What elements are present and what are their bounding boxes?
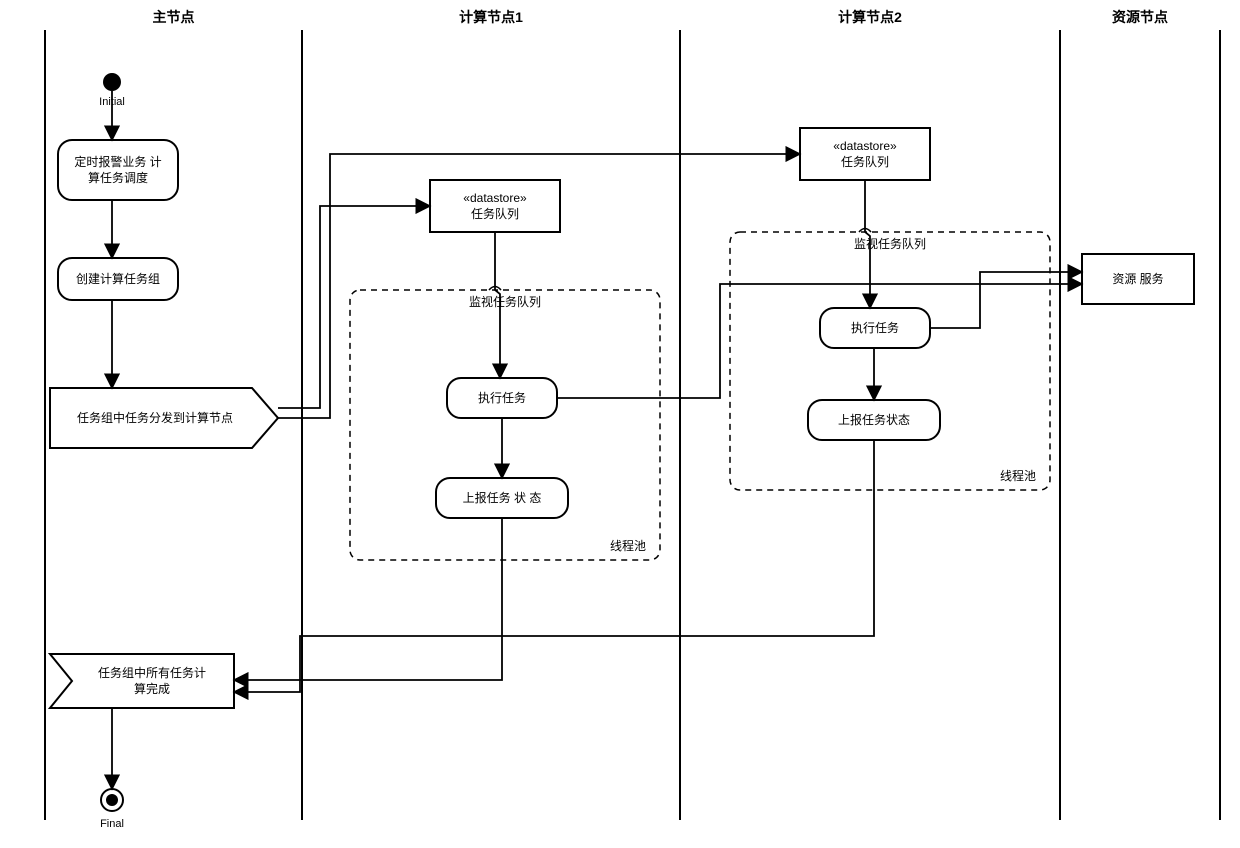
svg-text:«datastore»: «datastore» — [463, 191, 527, 205]
node-create: 创建计算任务组 — [58, 258, 178, 300]
lane-title: 主节点 — [153, 9, 195, 25]
svg-text:任务组中任务分发到计算节点: 任务组中任务分发到计算节点 — [77, 410, 233, 425]
edge-exec1-ressvc — [557, 284, 1082, 398]
node-exec2: 执行任务 — [820, 308, 930, 348]
svg-text:执行任务: 执行任务 — [851, 320, 899, 335]
lane-title: 计算节点2 — [838, 9, 902, 25]
svg-text:Final: Final — [100, 818, 124, 830]
svg-text:定时报警业务 计: 定时报警业务 计 — [74, 154, 161, 169]
svg-text:线程池: 线程池 — [1000, 468, 1036, 483]
node-pool1: 监视任务队列线程池 — [350, 290, 660, 560]
svg-text:上报任务状态: 上报任务状态 — [838, 412, 910, 427]
lane-title: 资源节点 — [1112, 9, 1168, 25]
svg-text:任务队列: 任务队列 — [471, 206, 519, 221]
node-sched: 定时报警业务 计算任务调度 — [58, 140, 178, 200]
svg-text:算任务调度: 算任务调度 — [88, 170, 148, 185]
svg-text:«datastore»: «datastore» — [833, 139, 897, 153]
node-report2: 上报任务状态 — [808, 400, 940, 440]
node-ds1: «datastore»任务队列 — [430, 180, 560, 232]
node-done: 任务组中所有任务计算完成 — [50, 654, 234, 708]
node-ressvc: 资源 服务 — [1082, 254, 1194, 304]
svg-text:线程池: 线程池 — [610, 538, 646, 553]
svg-text:创建计算任务组: 创建计算任务组 — [76, 271, 160, 286]
svg-text:任务组中所有任务计: 任务组中所有任务计 — [98, 665, 206, 680]
node-exec1: 执行任务 — [447, 378, 557, 418]
node-ds2: «datastore»任务队列 — [800, 128, 930, 180]
node-pool2: 监视任务队列线程池 — [730, 232, 1050, 490]
node-dispatch: 任务组中任务分发到计算节点 — [50, 388, 278, 448]
svg-text:算完成: 算完成 — [134, 681, 170, 696]
svg-text:资源 服务: 资源 服务 — [1112, 271, 1163, 286]
edge-report1-done — [234, 518, 502, 680]
svg-text:监视任务队列: 监视任务队列 — [854, 236, 926, 251]
svg-text:任务队列: 任务队列 — [841, 154, 889, 169]
svg-text:上报任务 状 态: 上报任务 状 态 — [463, 490, 542, 505]
svg-text:执行任务: 执行任务 — [478, 390, 526, 405]
svg-text:监视任务队列: 监视任务队列 — [469, 294, 541, 309]
node-report1: 上报任务 状 态 — [436, 478, 568, 518]
initial-node — [103, 73, 121, 91]
lane-title: 计算节点1 — [459, 9, 523, 25]
edge-dispatch-ds1 — [278, 206, 430, 408]
